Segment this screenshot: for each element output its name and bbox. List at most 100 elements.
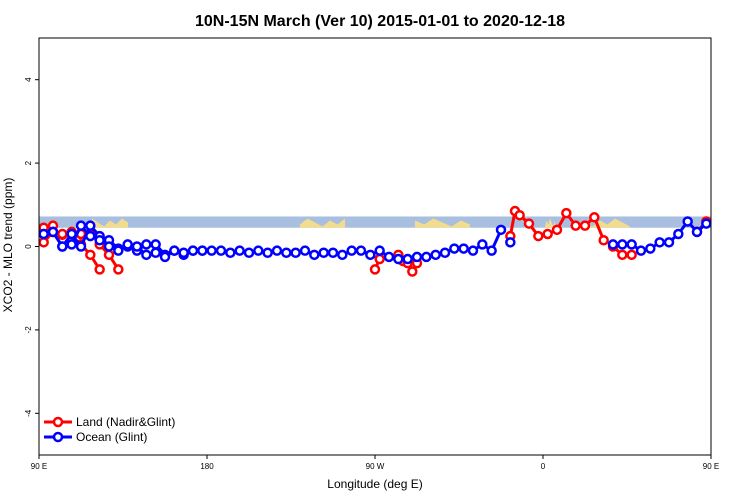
x-tick-label: 180: [200, 462, 214, 471]
x-tick-label: 90 E: [31, 462, 47, 471]
data-point: [355, 245, 367, 256]
data-point: [589, 212, 600, 223]
data-point: [66, 239, 77, 250]
data-point: [449, 243, 460, 254]
data-point: [150, 239, 161, 250]
data-point: [607, 239, 619, 250]
data-point: [421, 251, 432, 263]
data-point: [495, 224, 507, 236]
data-point: [505, 237, 516, 248]
y-axis-label: XCO2 - MLO trend (ppm): [1, 178, 15, 313]
data-point: [626, 239, 637, 250]
data-point: [374, 253, 385, 265]
data-point: [150, 247, 161, 259]
data-point: [542, 228, 553, 240]
data-point: [206, 245, 217, 256]
data-point: [85, 220, 96, 231]
data-point: [617, 249, 628, 261]
data-point: [253, 245, 264, 256]
x-tick-label: 90 E: [703, 462, 719, 471]
data-point: [85, 249, 96, 261]
y-axis: -4 -2 0 2 4: [24, 77, 39, 417]
x-tick-label: 90 W: [366, 462, 385, 471]
data-point: [374, 245, 385, 256]
data-point: [169, 245, 180, 256]
data-point: [94, 264, 105, 275]
land-patch: [415, 218, 470, 228]
data-point: [281, 247, 292, 259]
data-point: [579, 220, 591, 231]
data-point: [327, 247, 339, 259]
data-point: [393, 253, 404, 265]
series-layer: [38, 205, 712, 277]
land-band: [39, 216, 711, 228]
data-point: [439, 247, 451, 259]
data-point: [701, 218, 712, 229]
data-point: [215, 245, 227, 256]
data-point: [467, 245, 479, 256]
data-point: [131, 241, 143, 252]
data-point: [570, 220, 581, 231]
land-patch: [92, 218, 128, 228]
data-point: [369, 264, 381, 275]
data-point: [551, 224, 563, 236]
land-patches: [92, 218, 630, 228]
data-point: [103, 249, 115, 261]
data-point: [337, 249, 348, 261]
data-point: [113, 264, 124, 275]
data-point: [309, 249, 320, 261]
plot-area: [38, 37, 712, 456]
data-point: [122, 239, 133, 250]
data-point: [57, 241, 68, 252]
data-point: [290, 247, 301, 259]
data-point: [617, 239, 628, 250]
land-patch: [300, 218, 345, 228]
data-point: [645, 243, 656, 254]
data-point: [486, 245, 497, 256]
y-tick-label: 2: [24, 160, 33, 165]
data-point: [234, 245, 245, 256]
data-point: [47, 226, 59, 238]
data-point: [598, 234, 609, 246]
data-point: [197, 245, 208, 256]
legend-land-marker: [52, 416, 64, 428]
data-point: [533, 230, 544, 242]
data-point: [654, 237, 665, 248]
x-axis: 90 E 180 90 W 0 90 E: [31, 455, 719, 471]
data-point: [477, 239, 488, 250]
data-point: [103, 241, 115, 252]
data-point: [141, 249, 152, 261]
data-point: [346, 245, 357, 256]
data-point: [523, 218, 535, 229]
data-point: [38, 237, 49, 248]
x-axis-label: Longitude (deg E): [327, 477, 422, 491]
data-point: [514, 209, 525, 221]
data-point: [365, 249, 376, 261]
y-tick-label: -2: [24, 326, 33, 334]
data-point: [113, 245, 124, 256]
data-point: [318, 247, 329, 259]
data-point: [141, 239, 152, 250]
data-point: [626, 249, 637, 261]
data-point: [458, 243, 469, 254]
data-point: [299, 245, 311, 256]
y-tick-label: 0: [24, 244, 33, 249]
data-point: [383, 251, 395, 263]
data-point: [635, 245, 647, 256]
data-point: [94, 234, 105, 246]
legend-entry-ocean: Ocean (Glint): [44, 430, 147, 444]
data-point: [430, 249, 441, 261]
data-point: [159, 251, 171, 263]
data-point: [691, 226, 703, 238]
legend-entry-land: Land (Nadir&Glint): [44, 415, 175, 429]
data-point: [663, 237, 675, 248]
data-point: [38, 228, 49, 240]
data-point: [673, 228, 684, 240]
legend-ocean-marker: [52, 431, 64, 443]
y-tick-label: -4: [24, 409, 33, 417]
data-point: [243, 247, 255, 259]
data-point: [75, 241, 87, 252]
x-tick-label: 0: [541, 462, 546, 471]
data-point: [57, 228, 68, 240]
